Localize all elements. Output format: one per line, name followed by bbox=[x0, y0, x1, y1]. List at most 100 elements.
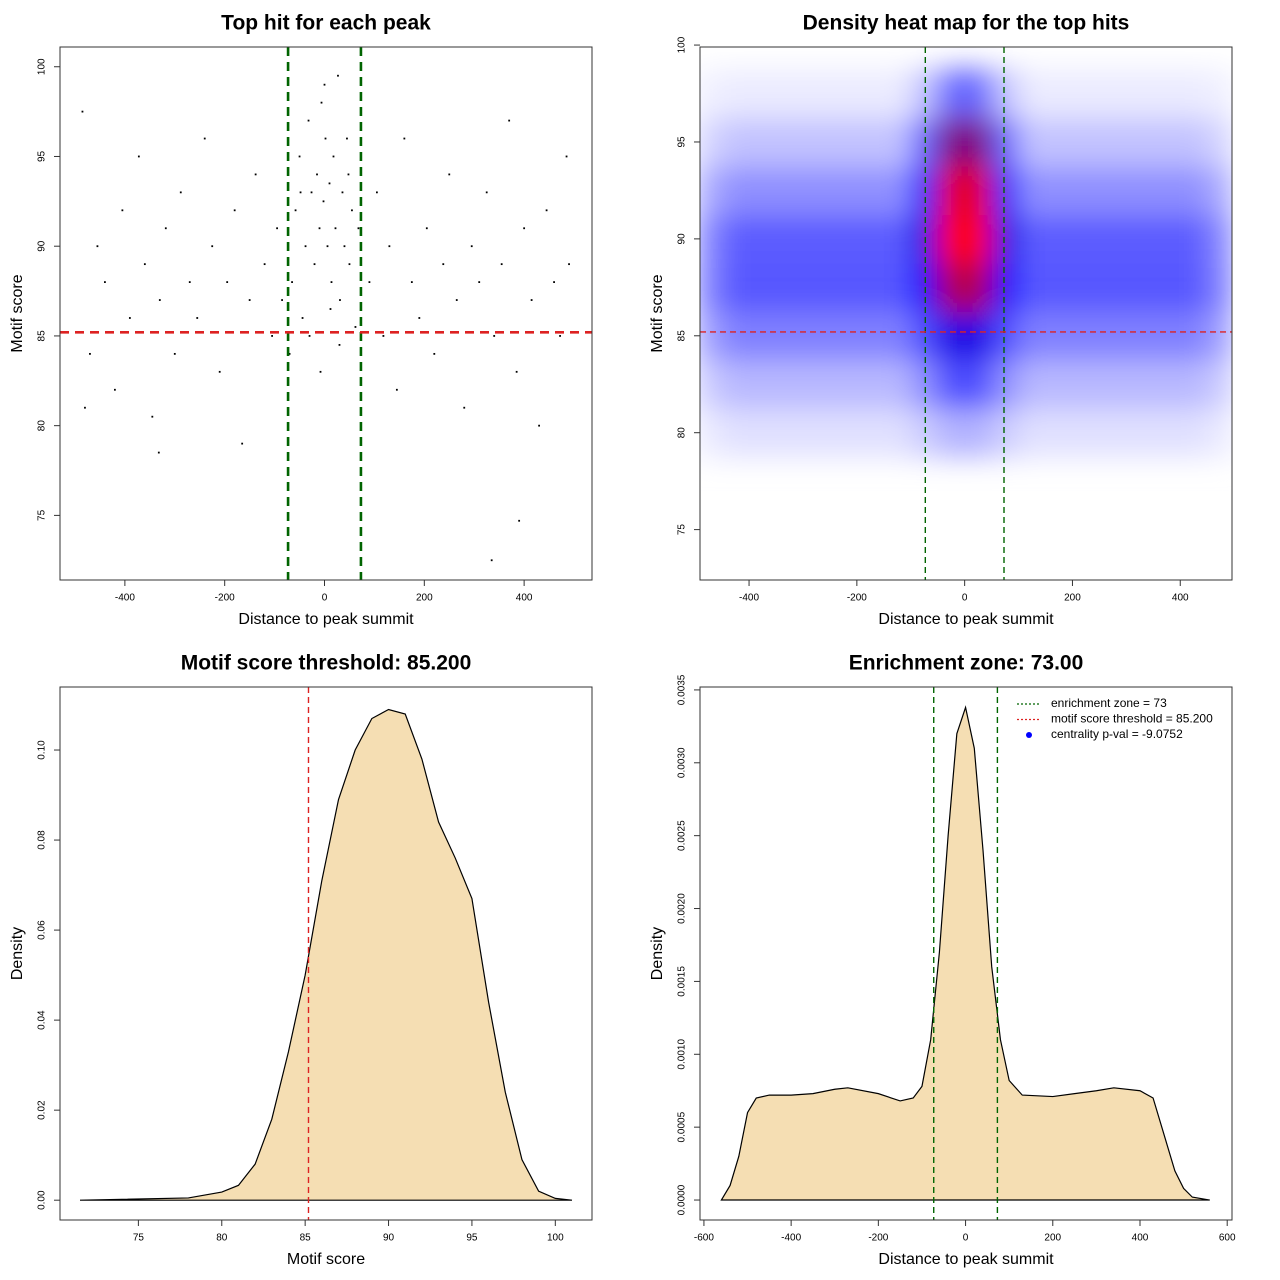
heat-cell bbox=[856, 69, 885, 119]
heat-cell bbox=[1126, 69, 1154, 119]
heat-cell bbox=[722, 408, 750, 458]
point bbox=[470, 245, 473, 248]
heat-cell bbox=[1072, 311, 1100, 361]
y-tick-label: 0.00 bbox=[37, 1190, 48, 1210]
point bbox=[179, 191, 182, 194]
point bbox=[448, 173, 451, 176]
point bbox=[568, 263, 570, 266]
point bbox=[158, 299, 161, 301]
heat-cell bbox=[1180, 408, 1208, 458]
y-tick-label: 75 bbox=[677, 524, 688, 536]
heat-cell bbox=[964, 214, 993, 264]
x-tick-label: 0 bbox=[322, 593, 328, 604]
x-tick-label: 600 bbox=[1219, 1233, 1236, 1244]
heat-cell bbox=[722, 166, 750, 216]
heat-cell bbox=[1045, 360, 1073, 409]
point bbox=[538, 424, 540, 427]
point bbox=[313, 263, 316, 266]
point bbox=[196, 317, 199, 319]
y-tick-label: 0.10 bbox=[37, 740, 48, 760]
heat-cell bbox=[1018, 311, 1047, 361]
heat-cell bbox=[1018, 117, 1047, 167]
heat-cell bbox=[910, 311, 939, 361]
y-axis-label: Motif score bbox=[9, 274, 26, 352]
chart-title: Motif score threshold: 85.200 bbox=[181, 652, 472, 675]
heat-cell bbox=[749, 408, 777, 458]
heat-cell bbox=[802, 360, 831, 409]
heat-cell bbox=[829, 360, 858, 409]
heat-cell bbox=[883, 263, 912, 313]
heat-cell bbox=[991, 117, 1020, 167]
point bbox=[319, 370, 322, 373]
density-area bbox=[720, 705, 1210, 1201]
heat-cell bbox=[1207, 166, 1232, 216]
point bbox=[157, 451, 160, 454]
x-tick-label: 75 bbox=[133, 1233, 145, 1244]
point bbox=[218, 370, 221, 373]
point bbox=[324, 137, 327, 140]
heat-cell bbox=[1045, 263, 1073, 313]
point bbox=[304, 245, 307, 248]
point bbox=[299, 191, 302, 194]
heat-cell bbox=[1126, 311, 1154, 361]
y-tick-label: 90 bbox=[37, 240, 48, 252]
point bbox=[281, 299, 283, 301]
point bbox=[301, 317, 304, 319]
heat-cell bbox=[1072, 166, 1100, 216]
point bbox=[96, 245, 99, 248]
plot-area bbox=[700, 47, 1232, 580]
heat-cell bbox=[991, 408, 1020, 458]
x-tick-label: 95 bbox=[466, 1233, 478, 1244]
heat-cell bbox=[1126, 166, 1154, 216]
panel: -600 -400 -200 0 200 400 600 0.0000 0.0005 0.0010… bbox=[649, 652, 1236, 1269]
x-tick-label: 200 bbox=[1064, 593, 1081, 604]
heat-cell bbox=[883, 311, 912, 361]
heat-cell bbox=[776, 263, 804, 313]
heat-cell bbox=[856, 214, 885, 264]
heat-cell bbox=[1207, 360, 1232, 409]
point bbox=[523, 227, 526, 230]
plot-frame bbox=[59, 46, 593, 581]
heat-cell bbox=[1207, 311, 1232, 361]
heat-cell bbox=[776, 69, 804, 119]
x-axis-label: Motif score bbox=[287, 1251, 365, 1268]
x-tick-label: -200 bbox=[847, 593, 867, 604]
heat-cell bbox=[1207, 214, 1232, 264]
heat-cell bbox=[856, 263, 885, 313]
point bbox=[316, 173, 318, 176]
heat-cell bbox=[1180, 263, 1208, 313]
y-tick-label: 100 bbox=[677, 36, 688, 53]
heat-cell bbox=[1207, 408, 1232, 458]
heat-cell bbox=[1099, 360, 1127, 409]
point bbox=[553, 281, 555, 283]
y-tick-label: 85 bbox=[37, 330, 48, 342]
point bbox=[332, 155, 335, 158]
point bbox=[433, 352, 436, 355]
heat-cell bbox=[964, 408, 993, 458]
point bbox=[104, 281, 106, 283]
heat-cell bbox=[1207, 117, 1232, 167]
heat-cell bbox=[776, 117, 804, 167]
point bbox=[500, 263, 503, 266]
x-axis-label: Distance to peak summit bbox=[878, 611, 1054, 628]
point bbox=[357, 227, 360, 230]
point bbox=[328, 182, 331, 185]
heat-cell bbox=[937, 360, 966, 409]
heat-cell bbox=[1072, 360, 1100, 409]
y-tick-label: 0.08 bbox=[37, 830, 48, 850]
heat-cell bbox=[829, 69, 858, 119]
point bbox=[347, 173, 350, 176]
heat-cell bbox=[776, 360, 804, 409]
y-tick-label: 80 bbox=[677, 427, 688, 439]
heat-cell bbox=[1153, 117, 1181, 167]
heat-cell bbox=[910, 360, 939, 409]
heat-cell bbox=[1099, 263, 1127, 313]
heat-cell bbox=[991, 214, 1020, 264]
point bbox=[508, 119, 511, 122]
point bbox=[322, 200, 325, 203]
heat-cell bbox=[700, 408, 723, 458]
heat-cell bbox=[1018, 263, 1047, 313]
heat-cell bbox=[1045, 311, 1073, 361]
heat-cell bbox=[829, 214, 858, 264]
